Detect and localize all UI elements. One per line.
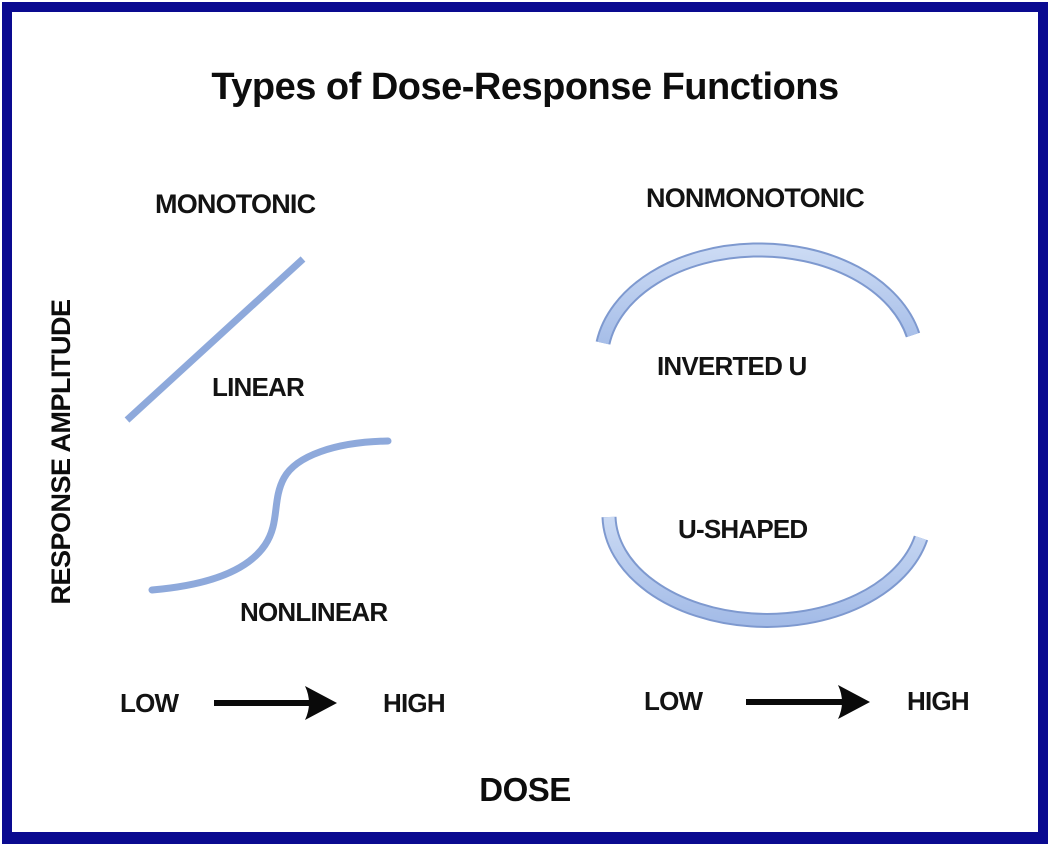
u-shaped-arc [603,516,927,626]
right-panel-heading: NONMONOTONIC [646,183,865,213]
diagram-title: Types of Dose-Response Functions [211,66,839,108]
linear-label: LINEAR [212,372,305,402]
x-axis-label: DOSE [479,771,571,808]
left-panel-heading: MONOTONIC [155,189,316,219]
right-high-label: HIGH [907,686,970,716]
left-high-label: HIGH [383,688,446,718]
dose-arrow-right [746,685,870,719]
u-shaped-label: U-SHAPED [678,514,808,544]
nonlinear-curve [148,437,392,594]
inverted-u-arc-edge [595,242,921,345]
left-low-label: LOW [120,688,179,718]
inverted-u-label: INVERTED U [657,351,807,381]
inverted-u-arc [597,244,919,345]
nonlinear-label: NONLINEAR [240,597,388,627]
dose-arrow-left [214,686,337,720]
right-low-label: LOW [644,686,703,716]
linear-curve [124,256,306,423]
y-axis-label: RESPONSE AMPLITUDE [46,299,76,605]
